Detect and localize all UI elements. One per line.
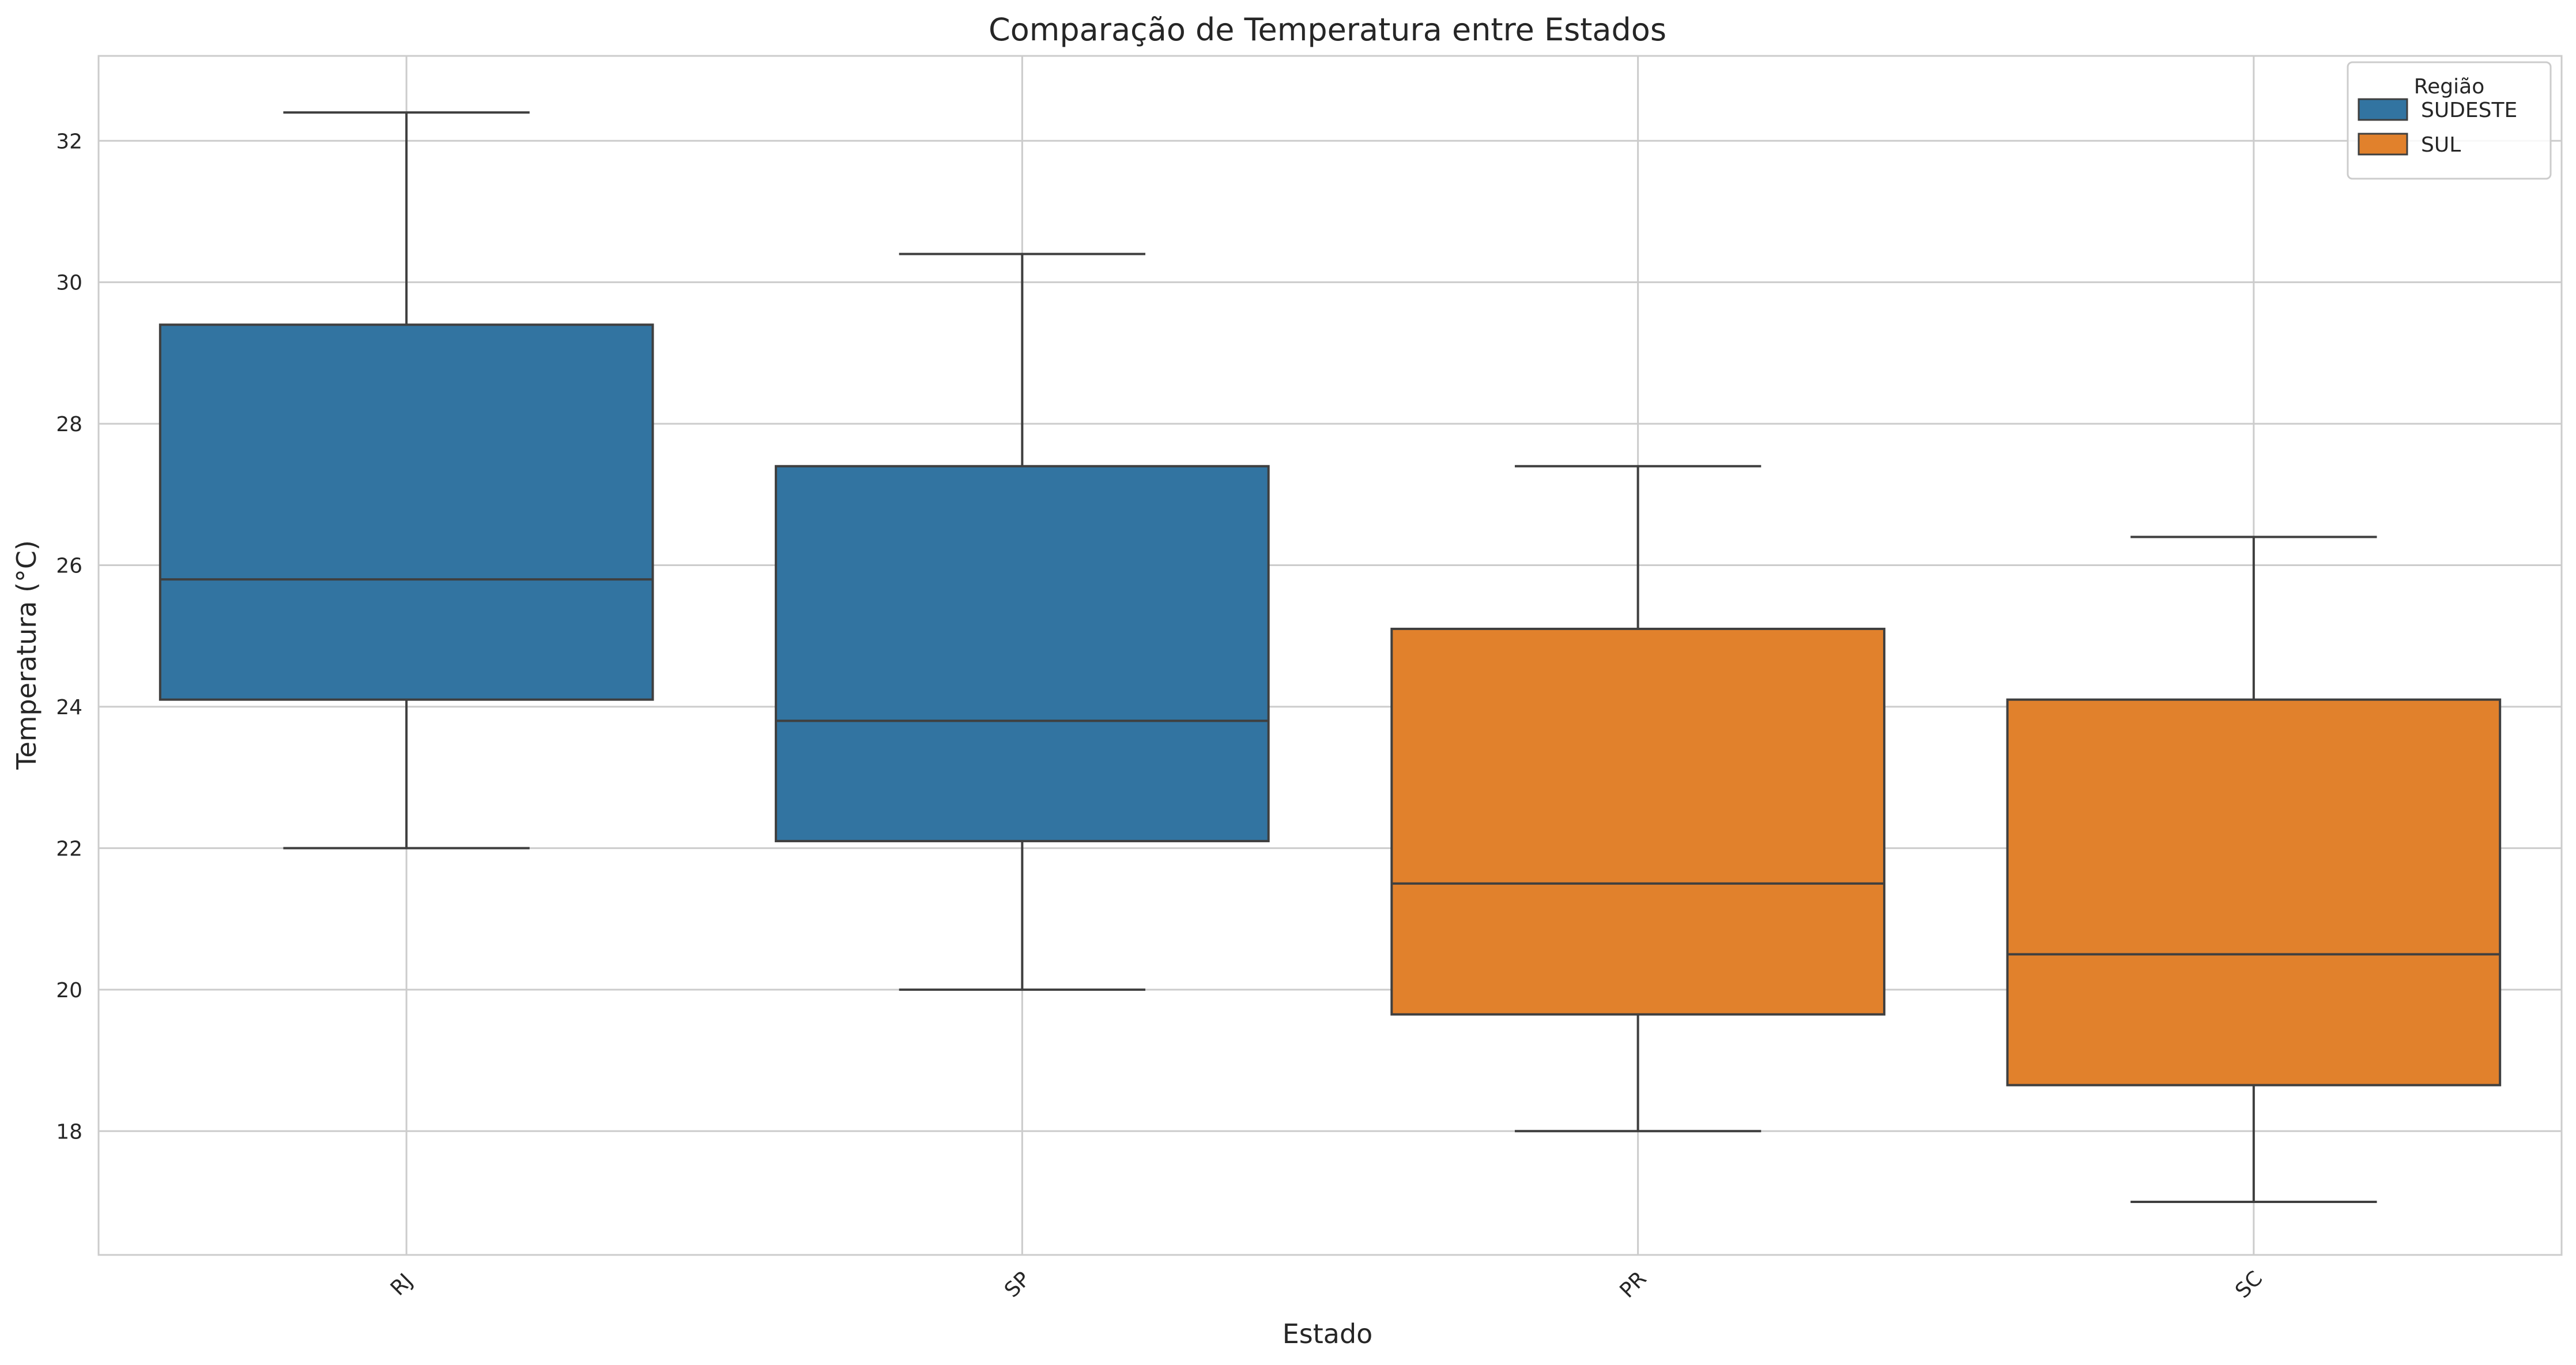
y-tick-label: 18 — [56, 1120, 82, 1144]
y-tick-label: 26 — [56, 555, 82, 578]
iqr-box — [775, 465, 1270, 843]
y-tick-label: 22 — [56, 837, 82, 861]
legend: Região SUDESTE SUL — [2347, 61, 2552, 180]
x-axis-label: Estado — [1283, 1318, 1373, 1349]
legend-entries: SUDESTE SUL — [2358, 98, 2517, 157]
y-tick-label: 32 — [56, 130, 82, 153]
legend-item-sul: SUL — [2358, 133, 2461, 157]
box-sp — [775, 252, 1270, 991]
iqr-box — [1390, 627, 1885, 1016]
iqr-box — [2006, 698, 2502, 1087]
y-tick-label: 30 — [56, 272, 82, 295]
y-tick-label: 28 — [56, 413, 82, 436]
y-tick-labels: 18 20 22 24 26 28 30 32 — [56, 130, 82, 1144]
legend-label: SUL — [2421, 133, 2461, 157]
plot-area-frame — [97, 55, 2563, 1256]
y-axis-label: Temperatura (°C) — [11, 540, 42, 770]
legend-title: Região — [2414, 75, 2484, 99]
box-sc — [2006, 536, 2502, 1203]
chart-title: Comparação de Temperatura entre Estados — [989, 12, 1666, 48]
legend-item-sudeste: SUDESTE — [2358, 98, 2517, 122]
iqr-box — [159, 323, 654, 701]
boxes — [159, 111, 2502, 1203]
legend-swatch — [2358, 98, 2408, 121]
legend-swatch — [2358, 133, 2408, 156]
box-pr — [1390, 465, 1885, 1133]
y-tick-label: 24 — [56, 696, 82, 719]
y-tick-label: 20 — [56, 979, 82, 1002]
legend-label: SUDESTE — [2421, 99, 2517, 122]
box-rj — [159, 111, 654, 850]
